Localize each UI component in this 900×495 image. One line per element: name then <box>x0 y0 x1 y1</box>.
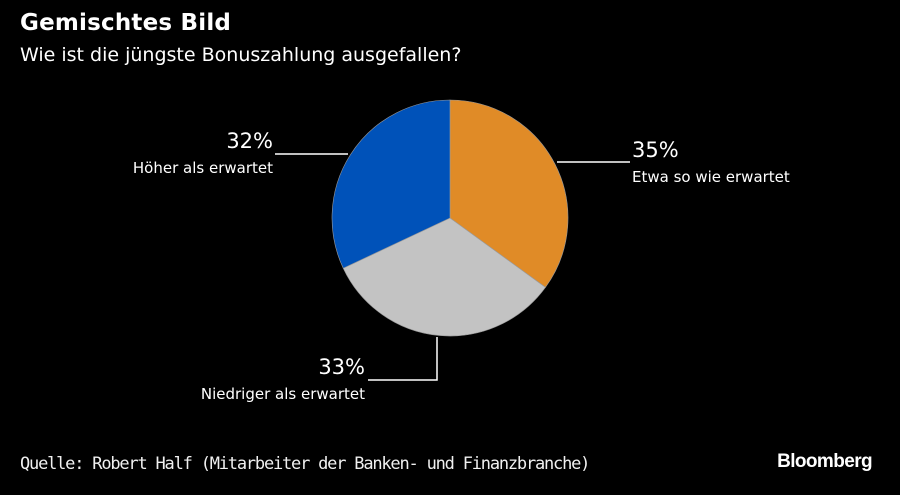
chart-subtitle: Wie ist die jüngste Bonuszahlung ausgefa… <box>20 44 462 66</box>
category-label-niedriger: Niedriger als erwartet <box>201 385 365 403</box>
leader-line-niedriger <box>368 337 438 381</box>
pie-slice-etwa-so-wie-erwartet <box>449 99 569 288</box>
pie-slices <box>331 99 569 337</box>
pie-slice-höher-als-erwartet <box>331 99 451 269</box>
value-label-niedriger: 33% <box>318 355 365 379</box>
bloomberg-logo: Bloomberg <box>777 451 872 472</box>
value-label-hoeher: 32% <box>226 129 273 153</box>
pie-slice-niedriger-als-erwartet <box>342 217 546 337</box>
category-label-etwa: Etwa so wie erwartet <box>632 168 790 186</box>
category-label-hoeher: Höher als erwartet <box>133 159 273 177</box>
value-label-etwa: 35% <box>632 138 679 162</box>
chart-title: Gemischtes Bild <box>20 10 232 36</box>
source-note: Quelle: Robert Half (Mitarbeiter der Ban… <box>20 454 590 474</box>
